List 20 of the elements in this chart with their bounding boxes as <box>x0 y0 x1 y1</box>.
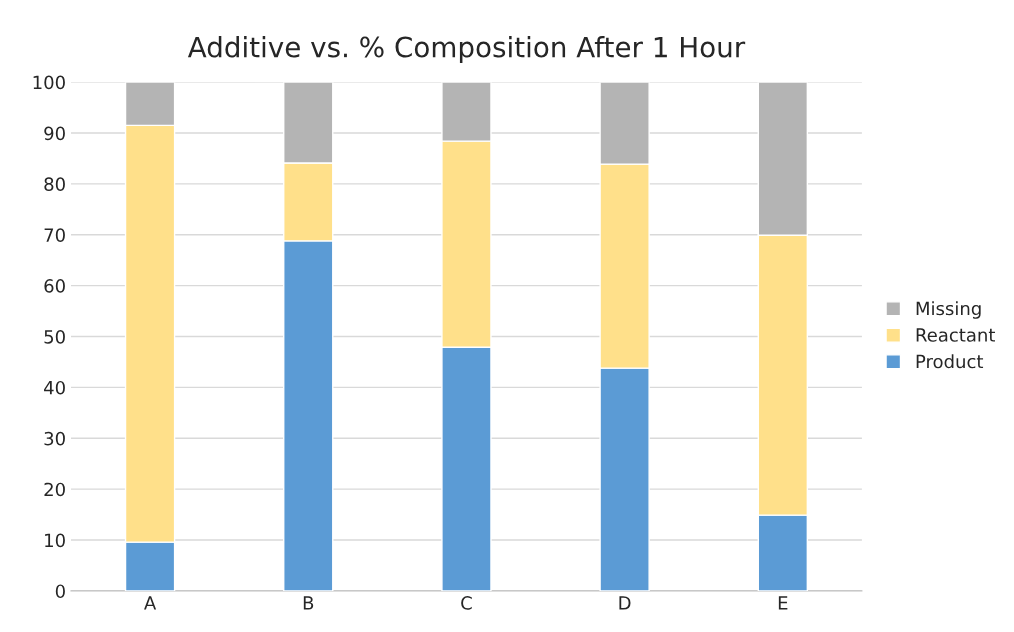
y-tick-label: 100 <box>33 75 65 90</box>
y-tick-label: 60 <box>44 279 65 293</box>
chart-title: Additive vs. % Composition After 1 Hour <box>187 36 746 63</box>
y-tick-label: 0 <box>55 584 65 599</box>
x-tick-label: C <box>461 596 472 610</box>
y-tick-label: 80 <box>44 177 65 192</box>
x-tick-label: B <box>303 596 314 610</box>
y-tick-label: 30 <box>44 431 65 446</box>
x-tick-label: A <box>144 596 157 610</box>
x-tick-label: E <box>778 596 788 610</box>
x-tick-label: D <box>619 596 631 610</box>
y-tick-label: 70 <box>44 228 65 242</box>
legend-label: Missing <box>916 301 981 319</box>
y-tick-label: 40 <box>44 380 65 395</box>
legend-label: Product <box>916 354 984 369</box>
y-tick-label: 10 <box>45 533 65 548</box>
y-tick-label: 90 <box>44 126 65 141</box>
legend-label: Reactant <box>916 328 996 342</box>
y-tick-label: 20 <box>44 482 65 497</box>
y-tick-label: 50 <box>44 330 65 344</box>
